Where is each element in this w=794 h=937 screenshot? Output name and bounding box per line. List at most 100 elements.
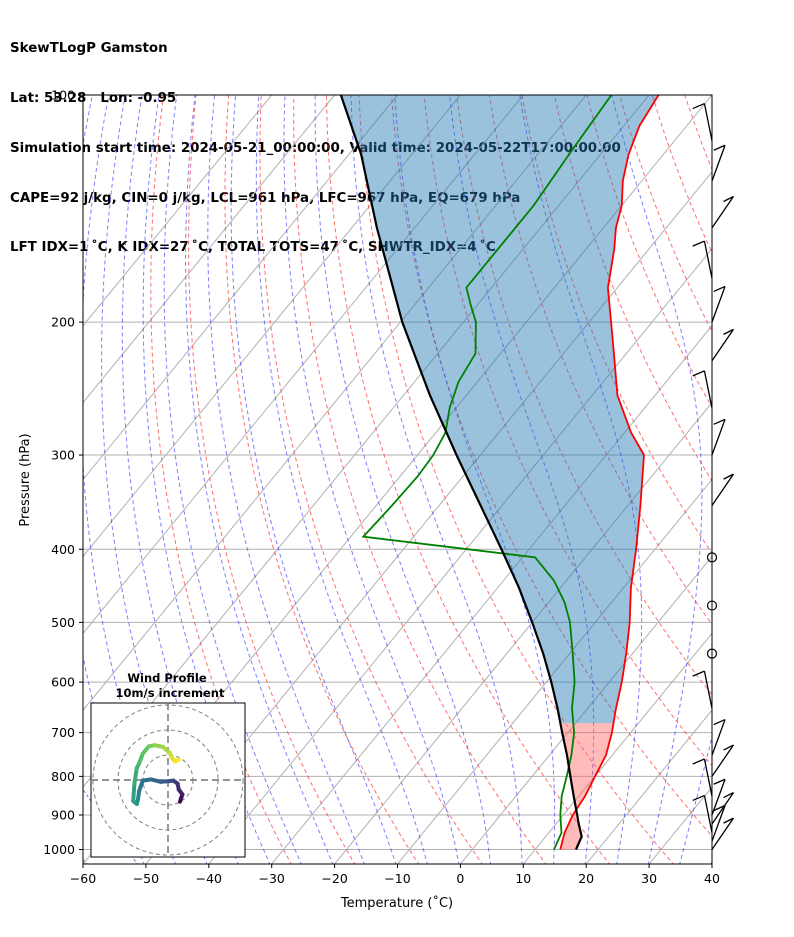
- wind-barb-shaft: [711, 719, 726, 756]
- wind-barb-flag: [713, 144, 726, 151]
- wind-barb-flag: [713, 418, 726, 425]
- wind-barb: [711, 804, 726, 842]
- wind-barb-flag: [692, 102, 705, 110]
- moist-adiabat: [350, 95, 523, 864]
- wind-barb-flag: [713, 718, 726, 726]
- dry-adiabat: [293, 95, 547, 864]
- wind-barb-shaft: [703, 103, 713, 141]
- dry-adiabat: [619, 95, 712, 333]
- wind-barb-shaft: [703, 670, 713, 709]
- x-tick-label: 10: [515, 871, 531, 886]
- wind-barb-shaft: [703, 370, 713, 409]
- isotherm-line: [83, 95, 335, 404]
- hodograph-segment: [173, 757, 181, 764]
- wind-barb: [711, 792, 734, 825]
- wind-barb: [711, 718, 726, 756]
- dry-adiabat: [259, 95, 483, 864]
- dry-adiabat: [391, 95, 712, 837]
- dry-adiabat: [783, 95, 794, 866]
- moist-adiabat: [742, 95, 794, 866]
- wind-barb-flag: [723, 195, 734, 203]
- y-tick-label: 600: [51, 675, 75, 690]
- y-tick-label: 400: [51, 542, 75, 557]
- moist-adiabat: [774, 95, 794, 866]
- wind-barb-flag: [713, 285, 726, 293]
- isotherm-line: [83, 95, 587, 711]
- moist-adiabat: [142, 95, 271, 864]
- wind-barb: [692, 670, 713, 709]
- x-axis-label: Temperature (˚C): [340, 895, 453, 911]
- x-tick-label: −20: [321, 871, 347, 886]
- moist-adiabat: [283, 95, 460, 864]
- dry-adiabat: [456, 95, 712, 696]
- wind-barb-shaft: [703, 758, 713, 797]
- cape-shading: [560, 723, 614, 850]
- dry-adiabat: [684, 95, 712, 171]
- moist-adiabat: [519, 95, 643, 864]
- isotherm-line: [83, 95, 398, 481]
- wind-barb-flag: [723, 744, 734, 751]
- x-tick-label: −50: [133, 871, 159, 886]
- wind-barb: [711, 778, 726, 816]
- inset-subtitle: 10m/s increment: [116, 686, 225, 700]
- hodograph-segment: [132, 766, 139, 786]
- isotherm-line: [522, 632, 712, 864]
- wind-barb: [711, 817, 734, 850]
- moist-adiabat: [611, 95, 703, 864]
- wind-barb-flag: [713, 804, 726, 812]
- isotherm-line: [208, 248, 712, 864]
- isotherm-line: [83, 95, 273, 327]
- calm-wind-circle: [706, 552, 718, 563]
- wind-barb: [711, 744, 734, 777]
- wind-barb: [692, 102, 713, 141]
- wind-barb-flag: [723, 817, 734, 824]
- wind-barb-flag: [692, 794, 705, 802]
- dry-adiabat: [423, 95, 712, 767]
- hodograph-segment: [131, 781, 137, 803]
- wind-barb-shaft: [711, 779, 726, 816]
- x-tick-label: −40: [196, 871, 222, 886]
- dewpoint-line: [361, 95, 613, 850]
- isotherm-line: [585, 709, 712, 864]
- profile-lines: [339, 95, 660, 850]
- x-tick-label: 40: [704, 871, 720, 886]
- calm-wind-circle: [706, 600, 718, 611]
- wind-barb-shaft: [711, 792, 734, 825]
- wind-barb-shaft: [703, 795, 713, 833]
- wind-barb-flag: [723, 473, 734, 480]
- wind-barb: [711, 473, 734, 506]
- x-tick-label: 20: [578, 871, 594, 886]
- wind-barb-shaft: [711, 328, 734, 362]
- title-station: SkewTLogP Gamston: [10, 41, 168, 57]
- wind-barb: [692, 370, 713, 409]
- parcel-line: [339, 95, 583, 850]
- y-tick-label: 300: [51, 447, 75, 462]
- wind-barb-shaft: [711, 473, 734, 506]
- wind-barb-flag: [692, 670, 705, 677]
- moist-adiabat: [230, 95, 397, 864]
- wind-barb-flag: [723, 328, 734, 335]
- dry-adiabat: [750, 95, 794, 866]
- moist-adiabat: [163, 95, 302, 864]
- wind-barb-shaft: [711, 805, 726, 842]
- isotherm-line: [83, 95, 524, 635]
- isotherm-line: [83, 95, 461, 558]
- dry-adiabat: [358, 95, 674, 864]
- wind-barb: [711, 328, 734, 362]
- moist-adiabat: [185, 95, 334, 864]
- moist-adiabat: [449, 95, 595, 864]
- wind-barb-shaft: [711, 286, 726, 323]
- wind-barb: [711, 285, 726, 323]
- wind-barb-shaft: [711, 145, 726, 182]
- wind-barb-flag: [692, 370, 705, 377]
- wind-barb-shaft: [703, 241, 713, 279]
- y-tick-label: 700: [51, 725, 75, 740]
- wind-barb: [692, 240, 713, 279]
- moist-adiabat: [255, 95, 428, 864]
- wind-barb-flag: [692, 240, 705, 247]
- wind-barbs: [692, 102, 734, 850]
- x-tick-label: −30: [259, 871, 285, 886]
- y-tick-label: 800: [51, 769, 75, 784]
- wind-barb: [711, 195, 734, 229]
